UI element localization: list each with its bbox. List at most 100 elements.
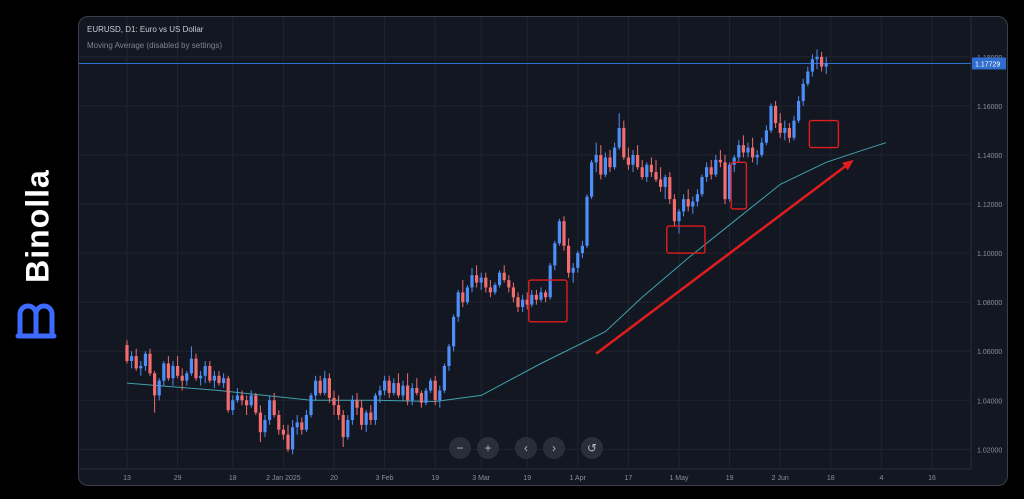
candle-body [452,316,456,347]
y-tick-label: 1.10000 [977,251,1002,258]
candle-body [309,395,313,416]
candle-body [488,287,492,293]
trend-arrow-head [842,159,854,171]
candle-body [456,292,460,317]
candle-body [718,159,722,163]
candle-body [654,172,658,180]
candle-body [406,385,410,401]
candle-body [668,177,672,200]
candle-body [337,405,341,416]
candle-body [521,299,525,308]
candle-body [130,356,134,362]
candle-body [594,154,598,163]
y-tick-label: 1.12000 [977,202,1002,209]
y-tick-label: 1.02000 [977,447,1002,454]
candle-body [571,267,575,273]
candle-body [755,154,759,158]
zoom-out-button[interactable]: − [449,437,471,459]
candle-body [700,177,704,195]
candle-body [553,243,557,266]
candle-body [281,429,285,435]
candle-body [153,373,157,396]
candle-body [199,375,203,379]
candle-body [208,365,212,381]
candle-body [686,199,690,207]
candle-body [433,380,437,401]
candle-body [769,105,773,131]
candle-body [760,142,764,155]
candle-body [162,363,166,381]
candle-body [350,400,354,420]
zoom-in-button[interactable]: + [477,437,499,459]
candle-body [318,380,322,393]
candle-body [645,164,649,178]
candle-body [332,397,336,406]
candle-body [180,375,184,381]
candle-body [672,199,676,222]
candle-body [291,427,295,450]
candle-body [479,277,483,283]
scroll-right-button[interactable]: › [543,437,565,459]
brand-sidebar: Binolla [0,0,72,499]
candle-body [327,378,331,398]
candle-body [360,407,364,425]
candle-body [787,127,791,138]
candle-body [567,245,571,273]
x-tick-label: 1 May [669,475,689,482]
candle-body [590,162,594,197]
candle-body [723,162,727,200]
candle-body [134,356,138,369]
x-tick-label: 20 [330,475,338,482]
candle-body [732,157,736,165]
candle-body [139,365,143,369]
candle-body [815,56,819,60]
candle-body [507,280,511,288]
candlestick-chart[interactable]: 1.180001.160001.140001.120001.100001.080… [79,17,1007,485]
candle-body [484,277,488,288]
candle-body [286,434,290,450]
x-tick-label: 29 [174,475,182,482]
candle-body [217,375,221,384]
y-tick-label: 1.08000 [977,300,1002,307]
y-tick-label: 1.16000 [977,104,1002,111]
candle-body [640,167,644,178]
candle-body [516,297,520,308]
candle-body [143,353,147,366]
candle-body [258,412,262,433]
candle-body [691,201,695,207]
candle-body [314,380,318,396]
moving-average-line [126,142,887,403]
candle-body [295,422,299,428]
candle-body [810,59,814,72]
candle-body [185,373,189,381]
candle-body [820,56,824,67]
candle-body [401,385,405,396]
candle-body [461,292,465,303]
candle-body [373,395,377,420]
candle-body [649,164,653,173]
x-tick-label: 2 Jun [772,475,789,482]
candle-body [539,292,543,300]
candle-body [465,287,469,303]
indicator-label: Moving Average (disabled by settings) [87,41,223,50]
candle-body [626,157,630,165]
candle-body [682,199,686,212]
candle-body [254,395,258,413]
candle-body [741,145,745,153]
candle-body [231,400,235,411]
scroll-left-button[interactable]: ‹ [515,437,537,459]
candle-body [534,294,538,300]
candle-body [525,299,529,305]
reset-chart-button[interactable]: ↺ [581,437,603,459]
candle-body [797,100,801,121]
candle-body [419,392,423,403]
chart-panel: 1.180001.160001.140001.120001.100001.080… [78,16,1008,486]
candle-body [212,375,216,381]
candle-body [603,157,607,175]
trend-arrow-line [595,162,850,355]
candle-body [125,345,129,362]
candle-body [203,365,207,376]
candle-body [226,378,230,411]
candle-body [194,358,198,379]
candle-body [387,380,391,393]
